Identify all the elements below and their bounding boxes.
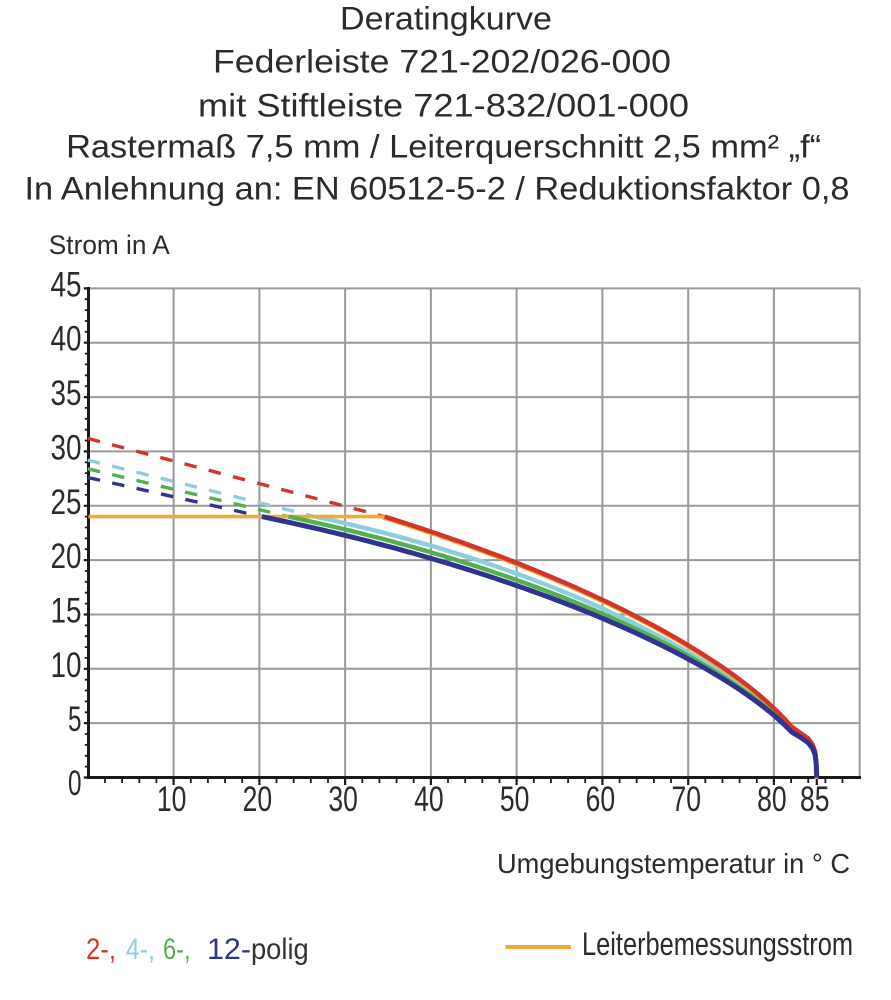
svg-text:45: 45 — [51, 265, 82, 304]
svg-text:50: 50 — [500, 780, 529, 819]
svg-text:40: 40 — [414, 780, 444, 819]
svg-text:0: 0 — [68, 764, 82, 803]
svg-text:Deratingkurve: Deratingkurve — [340, 1, 552, 37]
svg-text:Rastermaß 7,5 mm / Leiterquers: Rastermaß 7,5 mm / Leiterquerschnitt 2,5… — [66, 128, 821, 164]
svg-text:10: 10 — [51, 646, 82, 685]
svg-text:5: 5 — [68, 700, 82, 739]
svg-text:In Anlehnung an: EN 60512-5-2: In Anlehnung an: EN 60512-5-2 / Reduktio… — [25, 171, 850, 207]
svg-text:70: 70 — [671, 780, 701, 819]
svg-text:4-,: 4-, — [126, 933, 155, 966]
svg-text:30: 30 — [51, 428, 82, 467]
svg-text:Umgebungstemperatur in ° C: Umgebungstemperatur in ° C — [497, 848, 850, 879]
svg-text:10: 10 — [157, 780, 187, 819]
svg-text:20: 20 — [51, 537, 82, 576]
svg-text:6-,: 6-, — [163, 933, 191, 966]
svg-text:60: 60 — [586, 780, 616, 819]
svg-text:80: 80 — [757, 780, 787, 819]
svg-text:20: 20 — [243, 780, 273, 819]
svg-text:Federleiste 721-202/026-000: Federleiste 721-202/026-000 — [213, 44, 671, 80]
svg-text:12-: 12- — [207, 933, 251, 966]
svg-text:Leiterbemessungsstrom: Leiterbemessungsstrom — [582, 926, 853, 962]
svg-text:85: 85 — [800, 780, 830, 819]
svg-text:35: 35 — [51, 374, 82, 413]
svg-text:40: 40 — [51, 320, 82, 359]
svg-text:polig: polig — [251, 933, 309, 966]
svg-text:Strom in A: Strom in A — [49, 230, 170, 260]
svg-text:15: 15 — [51, 592, 82, 631]
svg-text:2-,: 2-, — [86, 933, 116, 966]
svg-text:25: 25 — [51, 483, 82, 522]
svg-text:30: 30 — [328, 780, 358, 819]
svg-text:mit Stiftleiste 721-832/001-00: mit Stiftleiste 721-832/001-000 — [198, 88, 689, 124]
